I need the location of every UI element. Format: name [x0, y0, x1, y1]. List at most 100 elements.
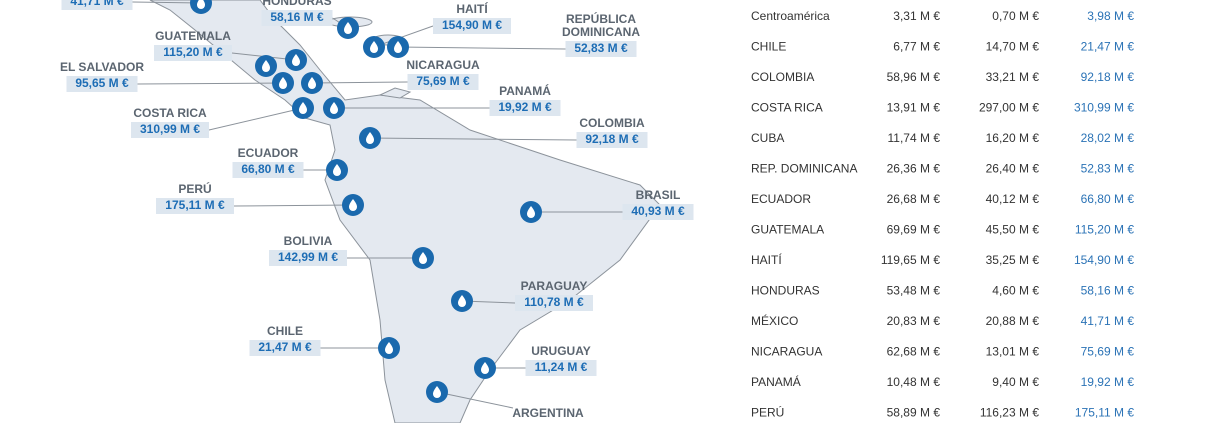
pin-drop: [394, 41, 402, 53]
cell: 20,88 M €: [986, 314, 1040, 328]
map-labels: 41,71 M € HONDURAS 58,16 M € HAITÍ 154,90 M …: [60, 0, 694, 420]
cell: 58,96 M €: [887, 70, 941, 84]
country-name: ARGENTINA: [512, 406, 584, 420]
total: 154,90 M €: [1074, 253, 1134, 267]
row-name: HONDURAS: [751, 284, 820, 298]
pin-drop: [197, 0, 205, 9]
row-name: REP. DOMINICANA: [751, 162, 857, 176]
amount-box: [525, 360, 597, 376]
row-name: NICARAGUA: [751, 345, 822, 359]
amount-box: [515, 295, 593, 311]
cell: 45,50 M €: [986, 223, 1040, 237]
total: 28,02 M €: [1081, 131, 1135, 145]
cell: 14,70 M €: [986, 40, 1040, 54]
row-name: PANAMÁ: [751, 374, 801, 389]
country-name: REPÚBLICA: [566, 11, 636, 26]
country-name: URUGUAY: [531, 344, 591, 358]
country-name: HONDURAS: [262, 0, 331, 8]
total: 310,99 M €: [1074, 101, 1134, 115]
pin-drop: [385, 342, 393, 354]
cell: 62,68 M €: [887, 345, 941, 359]
country-name: HAITÍ: [456, 1, 488, 16]
row-name: GUATEMALA: [751, 223, 824, 237]
amount-box: [269, 250, 347, 266]
amount: 52,83 M €: [574, 41, 628, 55]
cell: 11,74 M €: [888, 131, 941, 145]
row-name: COSTA RICA: [751, 101, 823, 115]
amount: 175,11 M €: [165, 198, 225, 212]
total: 58,16 M €: [1081, 284, 1135, 298]
pin-drop: [366, 132, 374, 144]
cell: 116,23 M €: [980, 406, 1039, 420]
amount-box: [433, 18, 511, 34]
total: 3,98 M €: [1087, 9, 1134, 23]
cell: 3,31 M €: [893, 9, 940, 23]
leader-line: [132, 1, 202, 4]
amount-box: [249, 340, 321, 356]
total: 21,47 M €: [1081, 40, 1135, 54]
pin-drop: [333, 164, 341, 176]
cell: 33,21 M €: [986, 70, 1040, 84]
leader-line: [436, 391, 514, 409]
table: Centroamérica 3,31 M € 0,70 M € 3,98 M € CHI…: [751, 9, 1134, 420]
row-name: MÉXICO: [751, 313, 798, 328]
row-name: CUBA: [751, 131, 784, 145]
amount: 66,80 M €: [241, 162, 295, 176]
pin-drop: [370, 41, 378, 53]
amount-box: [565, 41, 637, 57]
amount-box: [407, 74, 479, 90]
row-name: ECUADOR: [751, 192, 811, 206]
total: 41,71 M €: [1081, 314, 1135, 328]
amount-box: [131, 122, 209, 138]
amount: 40,93 M €: [631, 204, 685, 218]
cell: 6,77 M €: [893, 40, 940, 54]
country-name: BOLIVIA: [284, 234, 333, 248]
amount-box: [622, 204, 694, 220]
pin-drop: [292, 54, 300, 66]
cell: 4,60 M €: [992, 284, 1039, 298]
cell: 26,40 M €: [986, 162, 1040, 176]
cell: 40,12 M €: [986, 192, 1040, 206]
amount-box: [261, 10, 333, 26]
cell: 53,48 M €: [887, 284, 941, 298]
cell: 26,68 M €: [887, 192, 941, 206]
amount: 19,92 M €: [498, 100, 552, 114]
amount-box: [489, 100, 561, 116]
cell: 20,83 M €: [887, 314, 941, 328]
cell: 13,91 M €: [887, 101, 941, 115]
amount-box: [61, 0, 133, 10]
total: 66,80 M €: [1081, 192, 1135, 206]
cell: 35,25 M €: [986, 253, 1040, 267]
country-name: GUATEMALA: [155, 29, 231, 43]
amount-box: [156, 198, 234, 214]
country-name: DOMINICANA: [562, 25, 640, 39]
row-name: Centroamérica: [751, 9, 830, 23]
pin-drop: [262, 60, 270, 72]
amount: 95,65 M €: [75, 76, 129, 90]
cell: 9,40 M €: [992, 375, 1039, 389]
amount: 142,99 M €: [278, 250, 338, 264]
pin-drop: [349, 199, 357, 211]
amount: 41,71 M €: [70, 0, 124, 8]
row-name: PERÚ: [751, 405, 784, 420]
leader-line: [137, 82, 284, 85]
country-name: PANAMÁ: [499, 83, 551, 98]
amount: 58,16 M €: [270, 10, 324, 24]
country-name: EL SALVADOR: [60, 60, 144, 74]
amount-box: [232, 162, 304, 178]
total: 19,92 M €: [1081, 375, 1135, 389]
country-name: CHILE: [267, 324, 303, 338]
country-name: PARAGUAY: [521, 279, 588, 293]
row-name: HAITÍ: [751, 252, 782, 267]
cell: 16,20 M €: [986, 131, 1040, 145]
amount-box: [576, 132, 648, 148]
country-name: COLOMBIA: [579, 116, 645, 130]
cell: 26,36 M €: [887, 162, 941, 176]
cell: 0,70 M €: [992, 9, 1039, 23]
country-name: NICARAGUA: [406, 58, 480, 72]
total: 175,11 M €: [1075, 406, 1134, 420]
pin-drop: [279, 77, 287, 89]
total: 52,83 M €: [1081, 162, 1135, 176]
pin-drop: [527, 206, 535, 218]
amount: 310,99 M €: [140, 122, 200, 136]
